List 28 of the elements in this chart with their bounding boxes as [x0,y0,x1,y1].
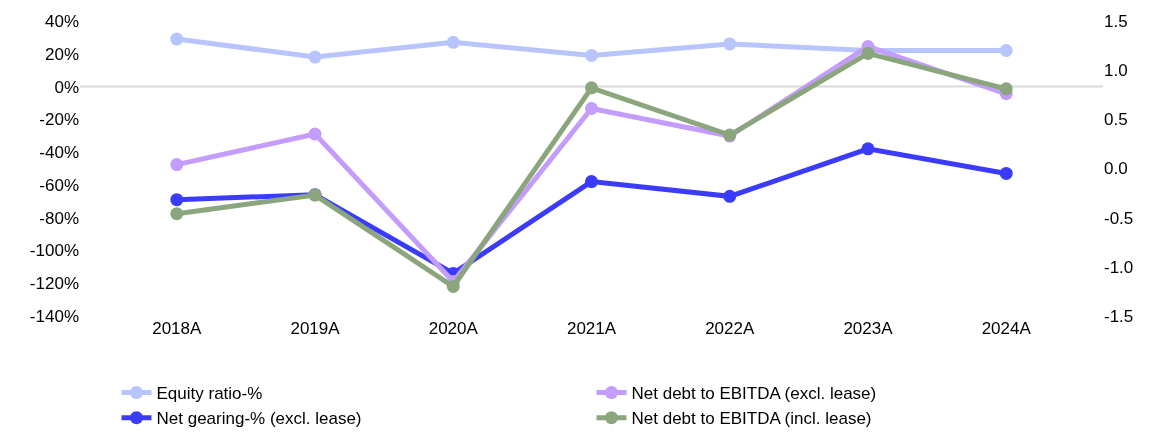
y-tick-label: -120% [29,274,79,294]
x-tick-label: 2018A [152,319,202,338]
x-tick-label: 2024A [981,319,1032,338]
y-tick-label: -20% [39,110,79,130]
y-tick-label: -60% [39,175,79,195]
x-tick-label: 2023A [843,319,894,338]
y2-tick-label: 1.0 [1104,61,1128,81]
legend-label: Net gearing-% (excl. lease) [156,409,362,429]
x-tick-label: 2022A [705,319,755,338]
legend-label: Equity ratio-% [156,384,263,404]
y2-tick-label: 0.0 [1104,159,1128,179]
legend-label: Net debt to EBITDA (incl. lease) [631,409,872,429]
x-tick-label: 2021A [566,319,617,338]
y2-tick-label: 1.5 [1104,11,1128,31]
y-tick-label: -100% [29,241,79,261]
y-tick-label: 40% [44,11,79,31]
x-tick-label: 2019A [290,319,341,338]
y-tick-label: 20% [44,44,79,64]
y-tick-label: -140% [29,306,79,326]
y2-tick-label: -1.5 [1104,306,1134,326]
legend-label: Net debt to EBITDA (excl. lease) [631,384,877,404]
y-tick-label: -40% [39,143,79,163]
y-tick-label: -80% [39,208,79,228]
y-tick-label: 0% [54,77,79,97]
y2-tick-label: -0.5 [1104,208,1134,228]
y2-tick-label: 0.5 [1104,110,1128,130]
x-tick-label: 2020A [428,319,479,338]
y2-tick-label: -1.0 [1104,257,1134,277]
